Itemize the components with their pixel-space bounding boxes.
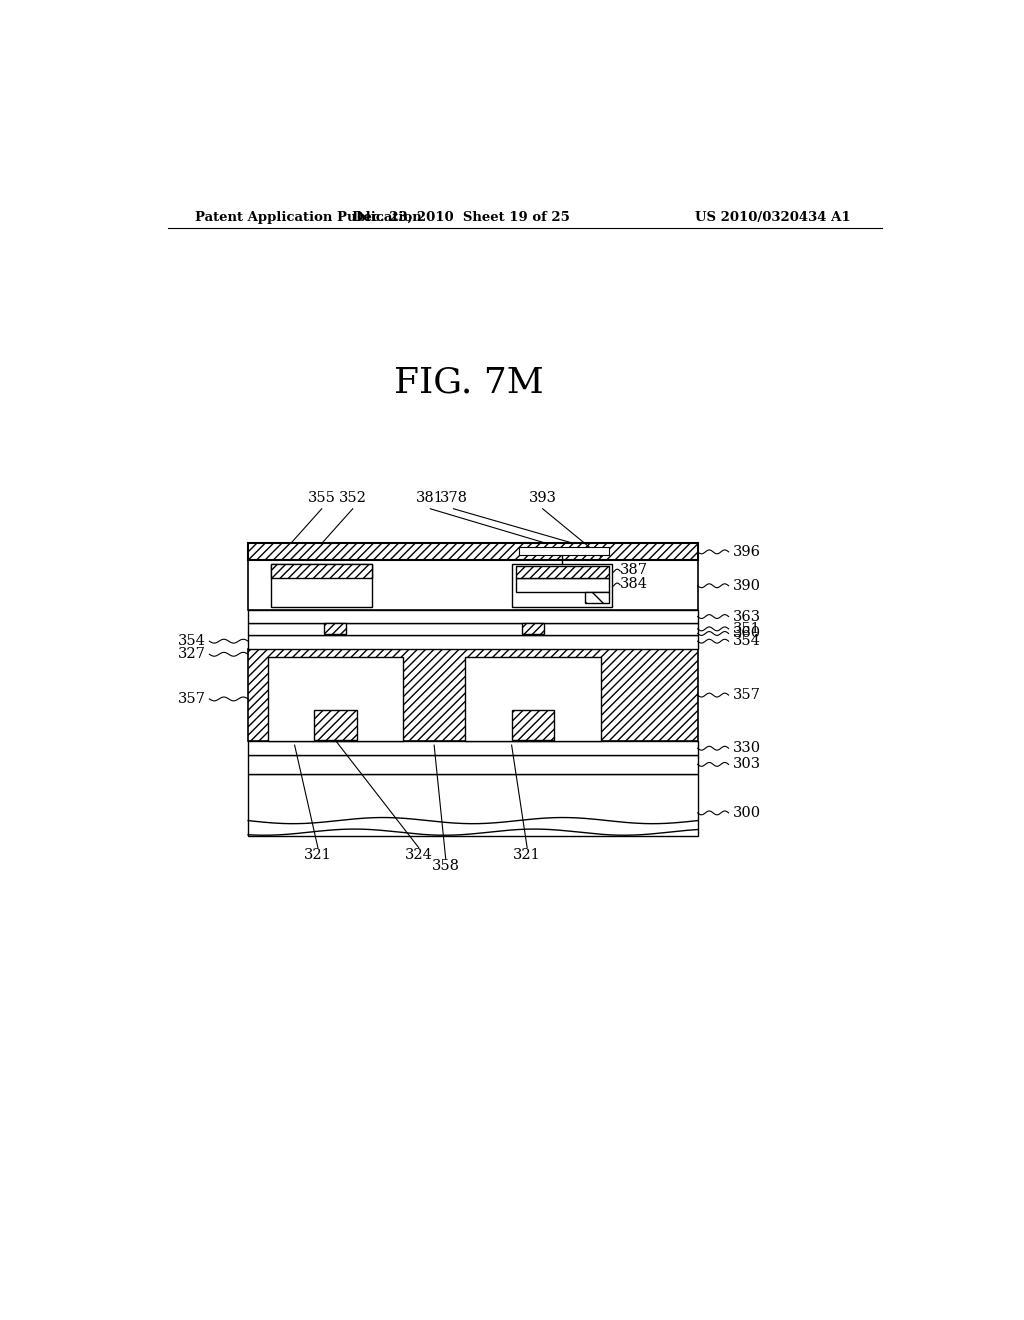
Bar [515,566,608,578]
Bar [586,591,608,603]
Bar [515,578,608,591]
Bar [519,548,608,554]
Text: 354: 354 [177,634,206,648]
Bar [271,564,372,578]
Bar [248,560,697,610]
Text: 384: 384 [621,577,648,591]
Bar [248,755,697,775]
Bar [248,544,697,561]
Text: 303: 303 [732,758,761,771]
Bar [522,623,544,635]
Text: 324: 324 [404,847,432,862]
Bar [325,623,346,635]
Text: 321: 321 [513,847,541,862]
Text: 390: 390 [732,578,761,593]
Text: 358: 358 [432,859,460,873]
Text: 300: 300 [732,807,761,820]
Bar [248,649,697,742]
Bar [248,635,697,649]
Text: 354: 354 [732,634,761,648]
Bar [248,623,697,635]
Text: 357: 357 [732,688,761,702]
Text: 357: 357 [177,692,206,706]
Text: 393: 393 [528,491,557,506]
Text: 327: 327 [177,647,206,661]
Text: 330: 330 [732,742,761,755]
Bar [314,710,356,739]
Text: 378: 378 [439,491,468,506]
Bar [248,610,697,623]
Bar [512,564,612,607]
Bar [271,564,372,607]
Text: 396: 396 [732,545,761,558]
Text: 387: 387 [621,564,648,577]
Text: US 2010/0320434 A1: US 2010/0320434 A1 [694,211,850,224]
Text: 352: 352 [339,491,367,506]
Bar [465,656,601,742]
Text: 351: 351 [732,622,760,636]
Text: 381: 381 [417,491,444,506]
Bar [267,656,403,742]
Text: Patent Application Publication: Patent Application Publication [196,211,422,224]
Bar [248,742,697,755]
Text: 355: 355 [308,491,336,506]
Text: 360: 360 [732,627,761,640]
Text: FIG. 7M: FIG. 7M [394,366,544,399]
Bar [248,775,697,836]
Text: Dec. 23, 2010  Sheet 19 of 25: Dec. 23, 2010 Sheet 19 of 25 [352,211,570,224]
Text: 321: 321 [304,847,332,862]
Text: 363: 363 [732,610,761,623]
Bar [512,710,554,739]
